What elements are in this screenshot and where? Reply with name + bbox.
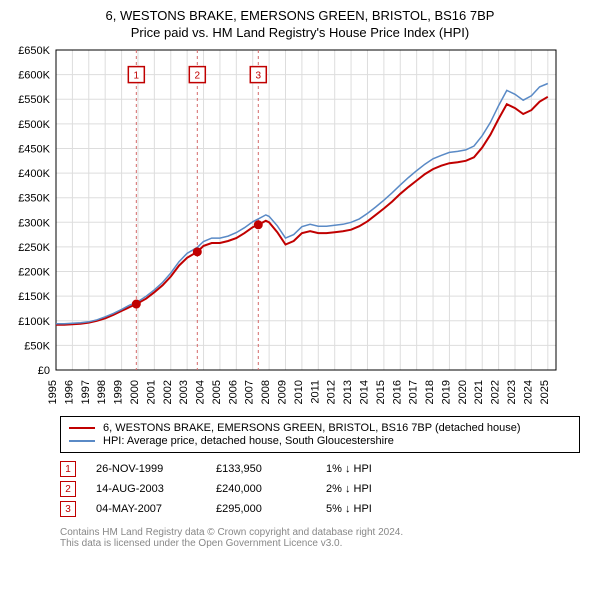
svg-text:1995: 1995 — [47, 380, 59, 404]
sale-number-box: 2 — [60, 481, 76, 497]
svg-text:£150K: £150K — [18, 291, 50, 303]
sale-number-box: 3 — [60, 501, 76, 517]
svg-text:2005: 2005 — [211, 380, 223, 404]
svg-text:£550K: £550K — [18, 94, 50, 106]
svg-text:2003: 2003 — [178, 380, 190, 404]
sale-date: 04-MAY-2007 — [96, 503, 196, 515]
svg-text:£250K: £250K — [18, 242, 50, 254]
svg-text:1999: 1999 — [113, 380, 125, 404]
svg-text:1: 1 — [134, 71, 140, 82]
legend-label: HPI: Average price, detached house, Sout… — [103, 435, 394, 447]
sale-price: £133,950 — [216, 463, 306, 475]
sales-table: 1 26-NOV-1999 £133,950 1% ↓ HPI 2 14-AUG-2003… — [60, 461, 580, 517]
svg-text:2006: 2006 — [227, 380, 239, 404]
footer: Contains HM Land Registry data © Crown c… — [60, 527, 580, 549]
svg-text:2022: 2022 — [490, 380, 502, 404]
line-chart: £0 £50K £100K £150K £200K £250K £300K £350K £400… — [0, 40, 600, 410]
svg-text:£500K: £500K — [18, 119, 50, 131]
svg-text:£400K: £400K — [18, 168, 50, 180]
sale-date: 26-NOV-1999 — [96, 463, 196, 475]
svg-text:2008: 2008 — [260, 380, 272, 404]
svg-text:2011: 2011 — [309, 380, 321, 404]
sale-hpi-delta: 2% ↓ HPI — [326, 483, 372, 495]
legend-item: HPI: Average price, detached house, Sout… — [69, 435, 571, 447]
svg-text:£0: £0 — [38, 365, 50, 377]
svg-text:£300K: £300K — [18, 217, 50, 229]
svg-text:2004: 2004 — [195, 380, 207, 404]
svg-text:£600K: £600K — [18, 70, 50, 82]
svg-text:2001: 2001 — [145, 380, 157, 404]
title-line1: 6, WESTONS BRAKE, EMERSONS GREEN, BRISTO… — [0, 8, 600, 23]
svg-text:£200K: £200K — [18, 267, 50, 279]
legend-item: 6, WESTONS BRAKE, EMERSONS GREEN, BRISTO… — [69, 422, 571, 434]
svg-text:2000: 2000 — [129, 380, 141, 404]
svg-text:£650K: £650K — [18, 45, 50, 57]
sale-row: 2 14-AUG-2003 £240,000 2% ↓ HPI — [60, 481, 580, 497]
sale-marker-dot — [132, 300, 141, 309]
svg-text:2015: 2015 — [375, 380, 387, 404]
title-line2: Price paid vs. HM Land Registry's House … — [0, 25, 600, 40]
sale-marker-dot — [193, 247, 202, 256]
svg-text:£350K: £350K — [18, 193, 50, 205]
legend-swatch — [69, 440, 95, 442]
legend-label: 6, WESTONS BRAKE, EMERSONS GREEN, BRISTO… — [103, 422, 521, 434]
svg-text:2009: 2009 — [277, 380, 289, 404]
sale-date: 14-AUG-2003 — [96, 483, 196, 495]
sale-row: 3 04-MAY-2007 £295,000 5% ↓ HPI — [60, 501, 580, 517]
svg-text:2020: 2020 — [457, 380, 469, 404]
footer-line2: This data is licensed under the Open Gov… — [60, 538, 580, 549]
legend-swatch — [69, 427, 95, 429]
svg-text:2024: 2024 — [522, 380, 534, 404]
sale-hpi-delta: 5% ↓ HPI — [326, 503, 372, 515]
svg-text:1998: 1998 — [96, 380, 108, 404]
svg-text:2017: 2017 — [408, 380, 420, 404]
svg-text:3: 3 — [256, 71, 262, 82]
sale-number-box: 1 — [60, 461, 76, 477]
svg-text:£100K: £100K — [18, 316, 50, 328]
sale-price: £295,000 — [216, 503, 306, 515]
chart-container: 6, WESTONS BRAKE, EMERSONS GREEN, BRISTO… — [0, 0, 600, 590]
title-block: 6, WESTONS BRAKE, EMERSONS GREEN, BRISTO… — [0, 0, 600, 40]
svg-text:2002: 2002 — [162, 380, 174, 404]
svg-text:2014: 2014 — [358, 380, 370, 404]
sale-price: £240,000 — [216, 483, 306, 495]
svg-text:2013: 2013 — [342, 380, 354, 404]
svg-text:1996: 1996 — [63, 380, 75, 404]
sale-hpi-delta: 1% ↓ HPI — [326, 463, 372, 475]
svg-text:2: 2 — [195, 71, 201, 82]
svg-text:2023: 2023 — [506, 380, 518, 404]
svg-text:2010: 2010 — [293, 380, 305, 404]
svg-text:2012: 2012 — [326, 380, 338, 404]
svg-text:2025: 2025 — [539, 380, 551, 404]
sale-row: 1 26-NOV-1999 £133,950 1% ↓ HPI — [60, 461, 580, 477]
sale-marker-dot — [254, 220, 263, 229]
legend: 6, WESTONS BRAKE, EMERSONS GREEN, BRISTO… — [60, 416, 580, 453]
svg-text:1997: 1997 — [80, 380, 92, 404]
svg-text:2021: 2021 — [473, 380, 485, 404]
svg-text:2016: 2016 — [391, 380, 403, 404]
svg-text:2007: 2007 — [244, 380, 256, 404]
svg-text:2018: 2018 — [424, 380, 436, 404]
footer-line1: Contains HM Land Registry data © Crown c… — [60, 527, 580, 538]
svg-text:£450K: £450K — [18, 143, 50, 155]
svg-text:£50K: £50K — [24, 340, 50, 352]
svg-text:2019: 2019 — [440, 380, 452, 404]
